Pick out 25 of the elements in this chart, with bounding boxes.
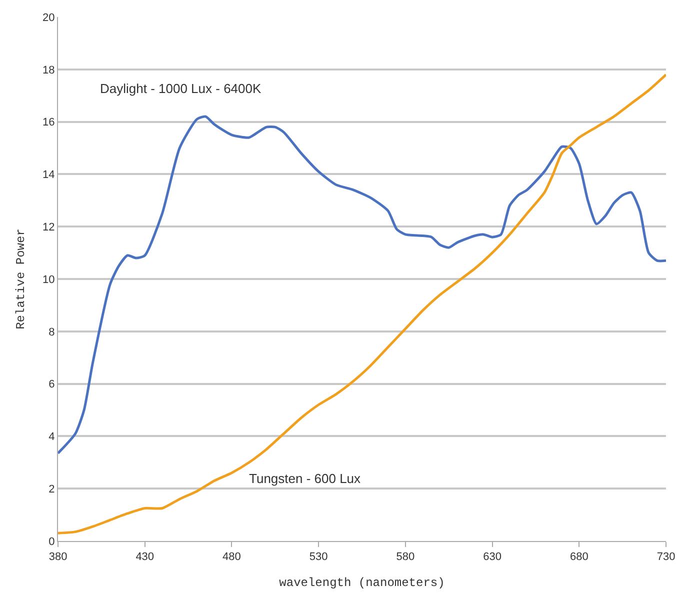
x-tick-label: 530 xyxy=(309,551,328,564)
x-tick-label: 680 xyxy=(570,551,588,564)
x-axis-title: wavelength (nanometers) xyxy=(279,576,445,590)
x-tick-label: 430 xyxy=(136,551,154,564)
y-tick-label: 16 xyxy=(42,116,55,129)
y-tick-label: 6 xyxy=(48,378,55,391)
y-tick-label: 18 xyxy=(42,64,55,76)
y-tick-label: 10 xyxy=(42,274,55,286)
x-tick-label: 380 xyxy=(48,551,68,564)
y-tick-label: 8 xyxy=(48,326,55,338)
y-tick-label: 12 xyxy=(42,221,55,234)
x-tick-label: 630 xyxy=(483,551,502,564)
text: Daylight - 1000 Lux - 6400K xyxy=(100,81,262,96)
series-label: Tungsten - 600 Lux xyxy=(249,471,362,486)
x-tick-label: 580 xyxy=(396,551,415,564)
y-tick-label: 2 xyxy=(48,483,55,496)
y-tick-label: 4 xyxy=(48,431,55,444)
y-tick-label: 20 xyxy=(42,12,55,24)
y-axis-title: Relative Power xyxy=(14,228,28,330)
x-tick-label: 480 xyxy=(222,551,241,564)
line-series xyxy=(58,73,666,534)
y-tick-label: 0 xyxy=(48,536,55,548)
x-tick-label: 730 xyxy=(656,551,676,564)
y-tick-label: 14 xyxy=(42,169,55,182)
line-series xyxy=(58,115,666,454)
